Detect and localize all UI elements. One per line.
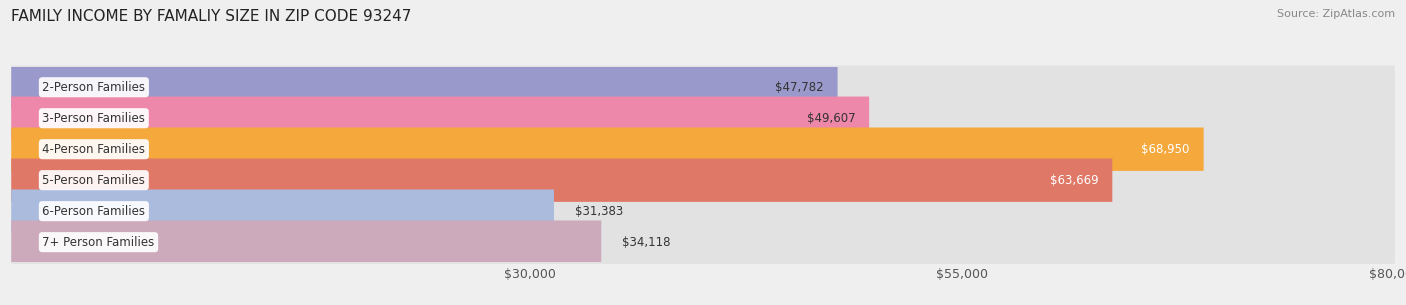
Text: 7+ Person Families: 7+ Person Families (42, 236, 155, 249)
Text: $63,669: $63,669 (1050, 174, 1098, 187)
Text: FAMILY INCOME BY FAMALIY SIZE IN ZIP CODE 93247: FAMILY INCOME BY FAMALIY SIZE IN ZIP COD… (11, 9, 412, 24)
Text: Source: ZipAtlas.com: Source: ZipAtlas.com (1277, 9, 1395, 19)
Text: 2-Person Families: 2-Person Families (42, 81, 145, 94)
Text: $47,782: $47,782 (775, 81, 824, 94)
Text: $34,118: $34,118 (621, 236, 671, 249)
Text: $31,383: $31,383 (575, 205, 623, 218)
FancyBboxPatch shape (11, 66, 1395, 109)
FancyBboxPatch shape (11, 221, 602, 264)
Text: $49,607: $49,607 (807, 112, 855, 125)
FancyBboxPatch shape (11, 97, 869, 140)
Text: 3-Person Families: 3-Person Families (42, 112, 145, 125)
FancyBboxPatch shape (11, 159, 1112, 202)
FancyBboxPatch shape (11, 189, 1395, 233)
FancyBboxPatch shape (11, 97, 1395, 140)
FancyBboxPatch shape (11, 66, 838, 109)
Text: $68,950: $68,950 (1142, 143, 1189, 156)
Text: 6-Person Families: 6-Person Families (42, 205, 145, 218)
FancyBboxPatch shape (11, 221, 1395, 264)
FancyBboxPatch shape (11, 127, 1395, 171)
Text: 5-Person Families: 5-Person Families (42, 174, 145, 187)
FancyBboxPatch shape (11, 159, 1395, 202)
Text: 4-Person Families: 4-Person Families (42, 143, 145, 156)
FancyBboxPatch shape (11, 189, 554, 233)
FancyBboxPatch shape (11, 127, 1204, 171)
